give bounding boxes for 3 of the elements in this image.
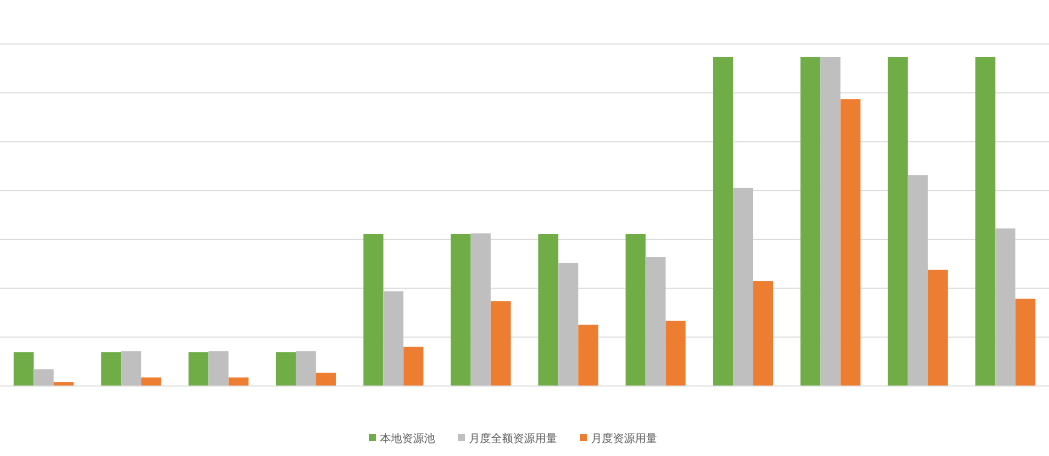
legend-label: 月度资源用量: [591, 432, 657, 445]
legend-label: 本地资源池: [380, 432, 435, 445]
legend-label: 月度全额资源用量: [469, 432, 557, 445]
